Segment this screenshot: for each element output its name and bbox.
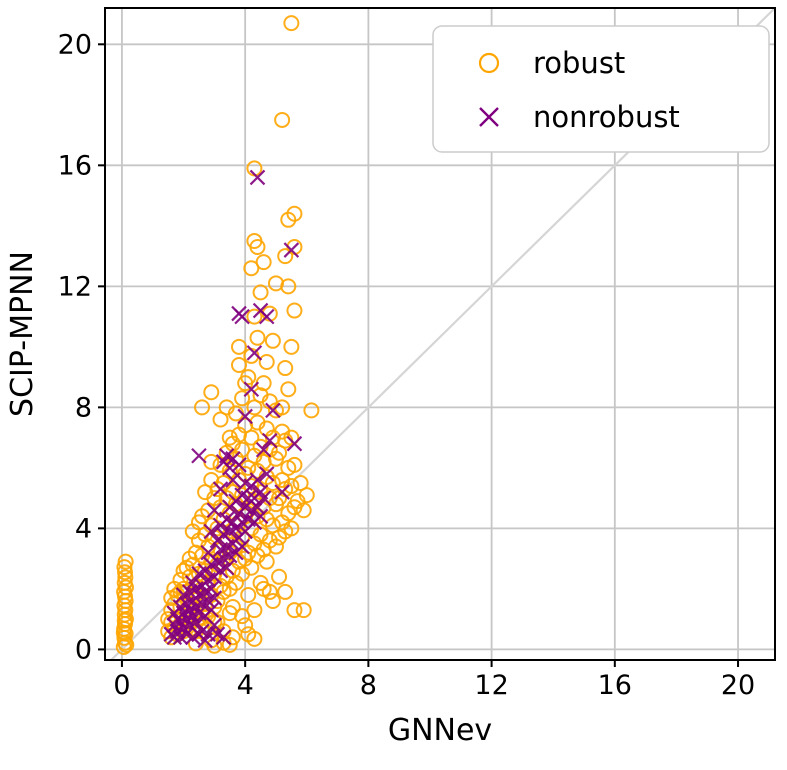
legend: robust nonrobust (432, 25, 770, 153)
x-tick-label: 4 (237, 670, 254, 701)
legend-label: nonrobust (533, 100, 680, 134)
legend-box (432, 25, 770, 153)
x-tick-label: 8 (360, 670, 377, 701)
y-tick-label: 0 (75, 634, 92, 665)
y-tick-label: 20 (58, 29, 92, 60)
legend-item-robust: robust (478, 46, 625, 80)
y-tick-label: 16 (58, 150, 92, 181)
legend-label: robust (533, 46, 625, 80)
x-tick-label: 16 (598, 670, 632, 701)
y-axis: 0 4 8 12 16 20 (58, 29, 105, 665)
y-axis-label: SCIP-MPNN (5, 251, 40, 417)
y-tick-label: 12 (58, 271, 92, 302)
legend-item-nonrobust: nonrobust (479, 100, 680, 134)
axes-spines (104, 7, 776, 661)
legend-x-marker-icon (479, 107, 499, 127)
series-nonrobust (163, 169, 303, 649)
x-axis-label: GNNev (388, 713, 492, 748)
x-tick-label: 0 (113, 670, 130, 701)
x-tick-label: 20 (721, 670, 755, 701)
x-tick-label: 12 (474, 670, 508, 701)
y-tick-label: 4 (75, 513, 92, 544)
y-tick-label: 8 (75, 392, 92, 423)
legend-circle-marker-icon (478, 52, 500, 74)
x-axis: 0 4 8 12 16 20 (113, 660, 755, 701)
